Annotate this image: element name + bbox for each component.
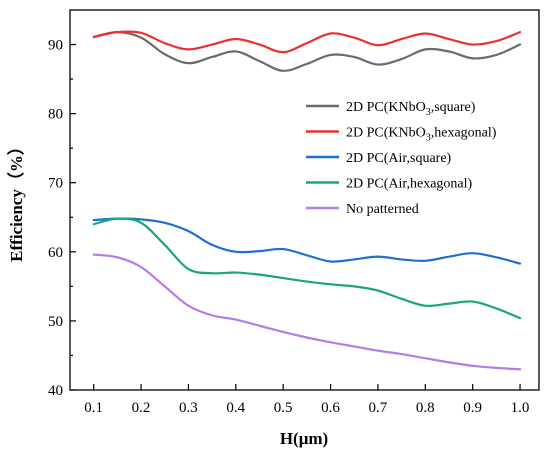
plot-frame <box>69 9 540 391</box>
x-tick-label: 0.1 <box>84 400 103 416</box>
x-tick-label: 0.5 <box>274 400 293 416</box>
series-line-4 <box>92 217 522 320</box>
y-axis-ticks: 40 50 60 70 80 90 <box>48 38 76 399</box>
legend-label-part: 2D PC(Air,hexagonal) <box>346 177 473 192</box>
legend-label-4: 2D PC(Air,hexagonal) <box>346 177 473 192</box>
y-tick-label: 60 <box>48 245 63 261</box>
legend-label-part: 2D PC(KNbO <box>346 100 426 115</box>
legend-label-part: ,square) <box>431 100 476 115</box>
legend-label-part: ,hexagonal) <box>431 126 497 141</box>
y-tick-label: 50 <box>48 314 63 330</box>
series-line-1 <box>92 31 522 72</box>
y-tick-label: 90 <box>48 38 63 54</box>
legend-label-part: 3 <box>426 133 431 144</box>
legend-label-part: No patterned <box>346 202 419 217</box>
x-tick-label: 0.4 <box>226 400 245 416</box>
legend-label-part: 2D PC(KNbO <box>346 126 426 141</box>
series-line-3 <box>92 217 522 265</box>
legend-label-2: 2D PC(KNbO3,hexagonal) <box>346 126 497 144</box>
x-tick-label: 0.9 <box>463 400 482 416</box>
y-tick-label: 70 <box>48 176 63 192</box>
legend-label-part: 3 <box>426 107 431 118</box>
series-line-2 <box>92 30 522 54</box>
y-axis-label: Efficiency（%） <box>6 138 26 262</box>
x-axis-ticks: 0.1 0.2 0.3 0.4 0.5 0.6 0.7 0.8 0.9 1.0 <box>84 384 529 416</box>
legend-label-part: 2D PC(Air,square) <box>346 151 452 166</box>
series-line-5 <box>92 253 522 371</box>
plot-series-group <box>92 30 522 371</box>
y-tick-label: 40 <box>48 383 63 399</box>
legend-label-5: No patterned <box>346 202 419 217</box>
x-tick-label: 0.3 <box>179 400 198 416</box>
x-tick-label: 1.0 <box>511 400 530 416</box>
x-tick-label: 0.8 <box>416 400 435 416</box>
legend-label-3: 2D PC(Air,square) <box>346 151 452 166</box>
legend-label-1: 2D PC(KNbO3,square) <box>346 100 476 118</box>
legend: 2D PC(KNbO3,square)2D PC(KNbO3,hexagonal… <box>306 100 497 217</box>
x-axis-label: H(μm) <box>280 429 328 448</box>
x-tick-label: 0.6 <box>321 400 340 416</box>
x-tick-label: 0.7 <box>369 400 388 416</box>
x-tick-label: 0.2 <box>132 400 151 416</box>
y-tick-label: 80 <box>48 107 63 123</box>
